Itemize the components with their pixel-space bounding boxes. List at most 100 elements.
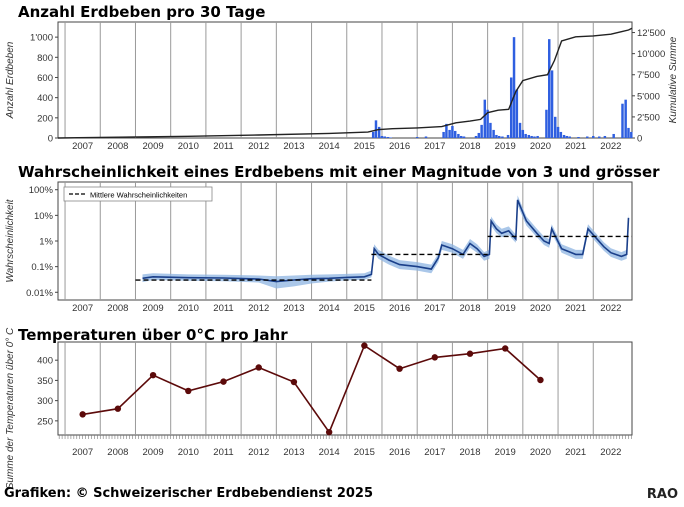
x-tick-label: 2013 <box>283 303 304 314</box>
bar <box>495 134 498 138</box>
legend-box <box>63 186 213 202</box>
bar <box>501 136 504 138</box>
x-tick-label: 2014 <box>319 447 340 458</box>
bar <box>545 109 548 138</box>
temperature-point <box>396 365 403 372</box>
bar <box>598 136 601 138</box>
x-tick-label: 2007 <box>72 447 93 458</box>
bar <box>568 136 571 138</box>
bar <box>550 70 554 138</box>
temperature-point <box>361 342 368 349</box>
y-tick-label: 300 <box>37 396 53 407</box>
x-tick-label: 2020 <box>530 141 551 152</box>
x-tick-label: 2016 <box>389 303 410 314</box>
bar <box>630 131 633 138</box>
temperature-point <box>502 345 509 352</box>
chart-title-temperatures: Temperaturen über 0°C pro Jahr <box>18 326 288 344</box>
probability-band <box>142 195 629 289</box>
x-tick-label: 2018 <box>459 141 480 152</box>
footer-credit: Grafiken: © Schweizerischer Erdbebendien… <box>4 486 374 501</box>
y-tick-label: 400 <box>37 356 53 367</box>
bar <box>462 136 466 138</box>
bar <box>424 136 428 138</box>
temperature-point <box>431 354 438 361</box>
x-tick-label: 2022 <box>600 303 621 314</box>
bar <box>474 135 478 138</box>
bar <box>492 129 495 138</box>
x-tick-label: 2010 <box>178 447 199 458</box>
bar <box>380 135 384 138</box>
bar <box>565 135 569 138</box>
x-tick-label: 2008 <box>107 303 128 314</box>
y-axis-label: Wahrscheinlichkeit <box>5 198 16 282</box>
bar <box>518 122 522 138</box>
bar <box>559 131 563 138</box>
y-tick-label: 0.01% <box>26 288 53 299</box>
x-tick-label: 2011 <box>213 447 233 458</box>
probability-line <box>142 199 630 283</box>
y2-tick-label: 12'500 <box>637 28 665 39</box>
bar <box>536 135 539 138</box>
bar <box>515 89 519 138</box>
x-tick-label: 2016 <box>389 447 410 458</box>
bar <box>451 125 454 138</box>
bar <box>509 77 513 138</box>
bar <box>512 37 516 139</box>
y2-tick-label: 5'000 <box>637 91 660 102</box>
x-tick-label: 2012 <box>248 141 269 152</box>
x-tick-label: 2019 <box>495 447 516 458</box>
probability-chart: 2007 2008 2009 2010 2011 2012 2013 2014 2015 2016… <box>5 181 633 314</box>
x-tick-label: 2008 <box>107 141 128 152</box>
plot-area <box>57 21 633 139</box>
bar <box>486 109 489 138</box>
bar <box>498 135 501 138</box>
plot-area <box>57 341 633 436</box>
bar <box>627 127 630 138</box>
y-tick-label: 1% <box>39 237 53 248</box>
bar <box>386 136 390 138</box>
bar <box>506 134 510 138</box>
bar <box>459 135 463 138</box>
y-tick-label: 1'000 <box>30 33 53 44</box>
bar <box>556 126 560 138</box>
y2-tick-label: 2'500 <box>637 112 660 123</box>
temperature-point <box>79 411 86 418</box>
bar <box>480 124 483 138</box>
bar <box>553 116 557 138</box>
x-tick-label: 2017 <box>424 447 445 458</box>
bar <box>442 131 445 138</box>
bar <box>586 136 589 138</box>
y-tick-label: 200 <box>37 113 53 124</box>
x-tick-label: 2022 <box>600 141 621 152</box>
x-tick-label: 2012 <box>248 447 269 458</box>
bar <box>530 135 533 138</box>
y2-tick-label: 7'500 <box>637 70 660 81</box>
bar <box>374 120 378 138</box>
x-tick-label: 2015 <box>354 447 375 458</box>
temperature-point <box>149 371 157 379</box>
x-tick-label: 2009 <box>143 141 164 152</box>
bar <box>603 135 607 138</box>
x-tick-label: 2015 <box>354 141 375 152</box>
bar <box>483 99 487 138</box>
x-tick-label: 2018 <box>459 447 480 458</box>
temperature-point <box>325 428 333 436</box>
x-tick-label: 2011 <box>213 303 233 314</box>
y-tick-label: 350 <box>37 376 53 387</box>
bar <box>533 136 536 138</box>
y-tick-label: 600 <box>37 73 53 84</box>
bar <box>445 123 448 138</box>
x-tick-label: 2014 <box>319 303 340 314</box>
brand-label: RAO <box>646 487 678 502</box>
chart-title-earthquakes: Anzahl Erdbeben pro 30 Tage <box>18 3 266 21</box>
legend-label: Mittlere Wahrscheinlichkeiten <box>90 191 187 200</box>
y-axis-label: Anzahl Erdbeben <box>5 41 16 119</box>
x-tick-label: 2021 <box>565 447 586 458</box>
x-tick-label: 2010 <box>178 303 199 314</box>
x-tick-label: 2020 <box>530 447 551 458</box>
x-tick-label: 2019 <box>495 141 516 152</box>
bar <box>612 133 615 138</box>
x-tick-label: 2010 <box>178 141 199 152</box>
bar <box>624 99 627 138</box>
temperature-point <box>114 405 122 412</box>
